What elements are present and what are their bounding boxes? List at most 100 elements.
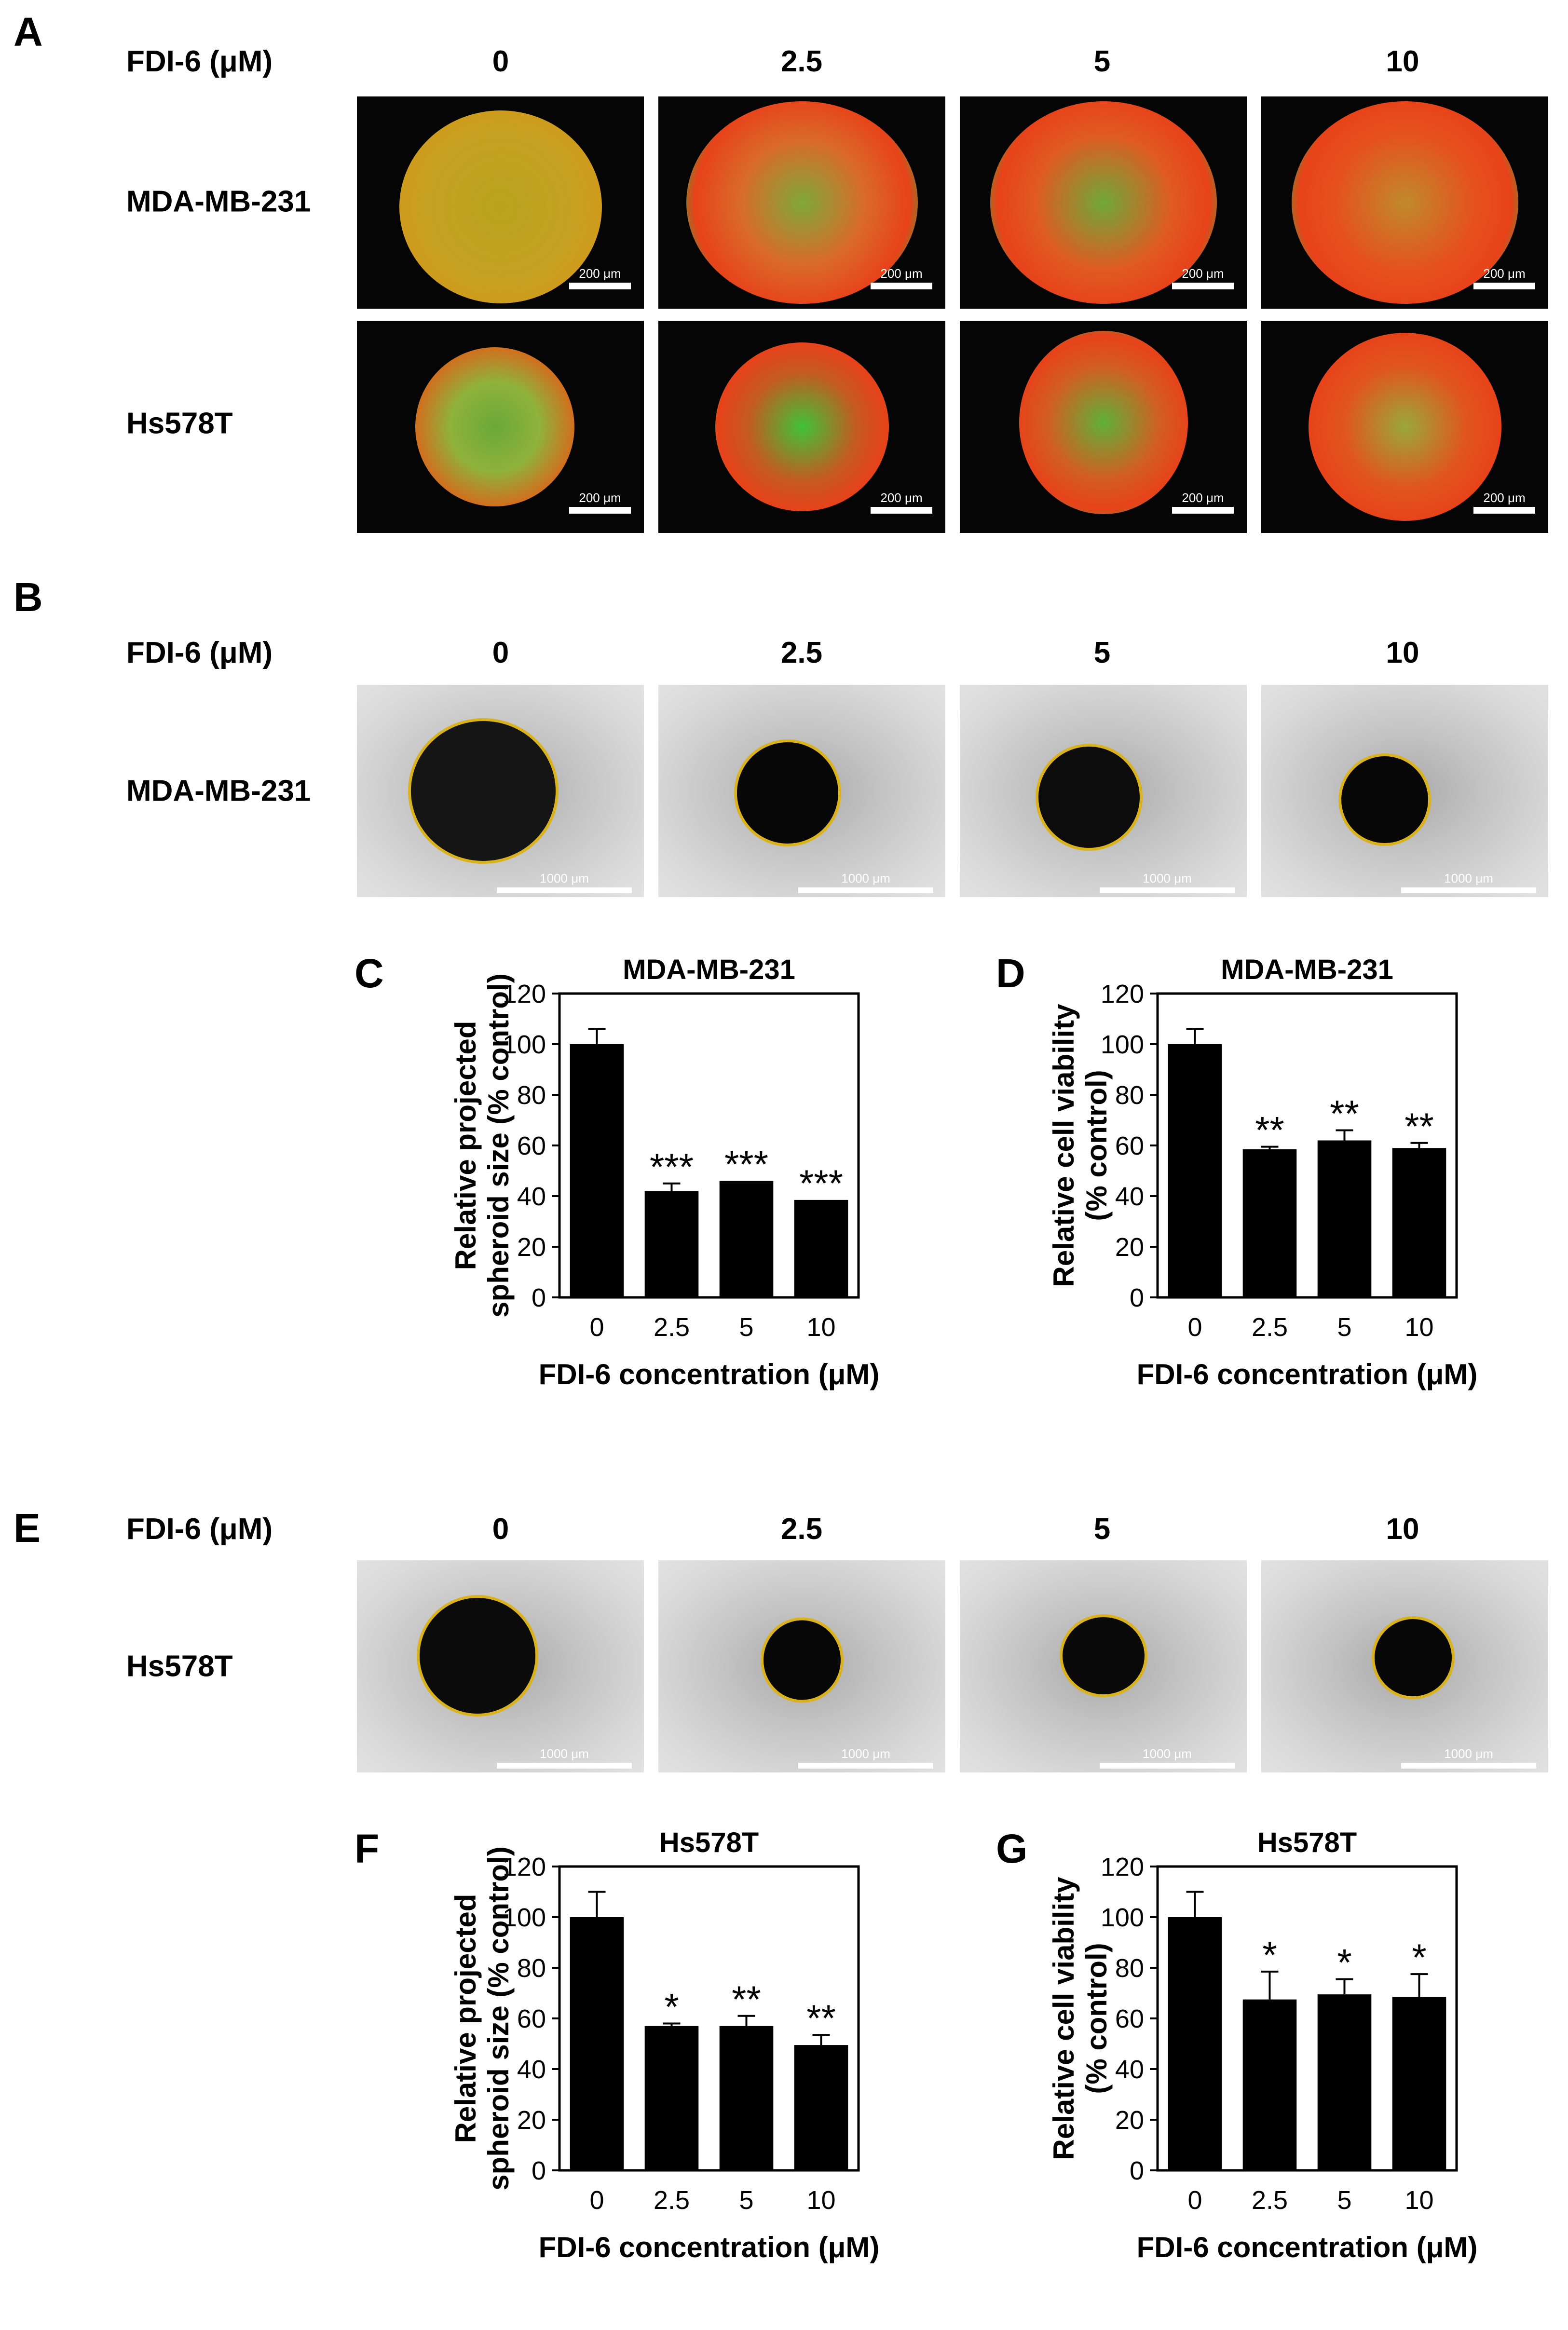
y-tick-label: 60 [1115,1131,1144,1160]
significance-label: ** [806,1997,836,2039]
scale-bar-label: 1000 μm [1143,871,1192,886]
conc-header-a-1: 2.5 [780,45,823,78]
x-tick-label: 2.5 [1252,2186,1288,2215]
conc-header-b-0: 0 [492,636,509,669]
bar-chart-c: MDA-MB-231 0 20 40 60 80 100 120 0 *** 2.5 *** 5 *** 1… [450,954,880,1390]
panel-letter-g: G [996,1826,1028,1871]
scale-bar [798,887,933,893]
fluorescence-image-hs-0: 200 μm [357,321,644,533]
bar [1392,1997,1446,2170]
scale-bar [1401,887,1536,893]
conc-header-a-2: 5 [1093,45,1111,78]
y-tick-label: 100 [1101,1030,1144,1059]
brightfield-image-hs-3: 1000 μm [1261,1560,1548,1772]
conc-header-a-3: 10 [1386,45,1419,78]
x-tick-label: 2.5 [1252,1313,1288,1342]
y-axis-label-line: (% control) [1080,1070,1113,1221]
bar [644,1191,699,1297]
x-tick-label: 10 [1404,1313,1433,1342]
scale-bar-label: 200 μm [579,491,621,505]
chart-title: MDA-MB-231 [1221,954,1393,985]
row-label-hs-a: Hs578T [126,407,233,440]
significance-label: ** [1255,1109,1284,1151]
significance-label: * [1337,1941,1351,1984]
fluorescence-image-mda-1: 200 μm [658,96,945,309]
scale-bar-label: 200 μm [1483,266,1526,281]
significance-label: *** [650,1145,694,1188]
y-tick-label: 120 [1101,980,1144,1008]
scale-bar-label: 200 μm [880,266,923,281]
y-tick-label: 40 [517,1182,546,1211]
conc-header-e-3: 10 [1386,1512,1419,1546]
bar [794,1199,848,1297]
significance-label: ** [1404,1105,1434,1147]
y-tick-label: 120 [503,1853,546,1881]
x-axis-label: FDI-6 concentration (μM) [539,1358,880,1390]
conc-header-e-1: 2.5 [780,1512,823,1546]
scale-bar [497,1763,632,1769]
y-tick-label: 100 [503,1903,546,1932]
brightfield-image-hs-2: 1000 μm [960,1560,1247,1772]
x-tick-label: 0 [589,2186,604,2215]
significance-label: *** [799,1162,843,1204]
brightfield-image-mda-0: 1000 μm [357,685,644,897]
scale-bar-label: 200 μm [579,266,621,281]
conc-header-b-1: 2.5 [780,636,823,669]
scale-bar [1401,1763,1536,1769]
scale-bar [1100,1763,1235,1769]
row-label-hs-e: Hs578T [126,1649,233,1683]
significance-label: ** [1330,1092,1359,1135]
bar [1242,1149,1297,1297]
y-tick-label: 40 [1115,2055,1144,2084]
y-tick-label: 0 [1130,2156,1144,2185]
bar [1392,1148,1446,1297]
y-tick-label: 0 [532,2156,546,2185]
y-tick-label: 20 [1115,2106,1144,2135]
y-tick-label: 120 [503,980,546,1008]
panel-letter-c: C [355,951,384,996]
conc-header-b-2: 5 [1093,636,1111,669]
x-tick-label: 5 [739,1313,753,1342]
bar [719,2026,774,2170]
y-axis-label-line: spheroid size (% control) [482,1846,515,2190]
x-tick-label: 0 [1187,1313,1202,1342]
bar [570,1044,624,1297]
y-tick-label: 20 [517,2106,546,2135]
x-tick-label: 10 [806,2186,835,2215]
x-tick-label: 5 [739,2186,753,2215]
brightfield-image-hs-0: 1000 μm [357,1560,644,1772]
bar-chart-g: Hs578T 0 20 40 60 80 100 120 0 * 2.5 * 5 * 10 FDI-6 con… [1048,1827,1477,2263]
bar [1168,1917,1222,2170]
y-axis-label-line: Relative projected [450,1894,482,2143]
bar [1242,1999,1297,2170]
x-tick-label: 5 [1337,1313,1351,1342]
y-axis-label: Relative projected spheroid size (% contr… [450,973,515,1317]
scale-bar-label: 1000 μm [841,1746,890,1761]
panel-letter-a: A [14,9,43,55]
scale-bar-label: 1000 μm [1444,1746,1493,1761]
plot-frame [558,992,860,1299]
fdi-label-a: FDI-6 (μM) [126,45,273,78]
x-tick-label: 5 [1337,2186,1351,2215]
y-axis-label-line: Relative projected [450,1021,482,1270]
plot-frame [1156,1865,1458,2172]
bar [1317,1140,1372,1297]
y-axis-label-line: spheroid size (% control) [482,973,515,1317]
x-tick-label: 2.5 [654,1313,690,1342]
fluorescence-image-mda-2: 200 μm [960,96,1247,309]
fluorescence-image-hs-2: 200 μm [960,321,1247,533]
brightfield-image-mda-3: 1000 μm [1261,685,1548,897]
panel-letter-d: D [996,951,1025,996]
fdi-label-b: FDI-6 (μM) [126,636,273,669]
scale-bar [569,283,631,289]
fluorescence-image-mda-0: 200 μm [357,96,644,309]
panel-letter-f: F [355,1826,380,1871]
conc-header-b-3: 10 [1386,636,1419,669]
fluorescence-image-hs-3: 200 μm [1261,321,1548,533]
conc-header-e-0: 0 [492,1512,509,1546]
bar [1168,1044,1222,1297]
row-label-mda-b: MDA-MB-231 [126,774,311,808]
x-axis-label: FDI-6 concentration (μM) [1137,1358,1478,1390]
scale-bar-label: 200 μm [880,491,923,505]
conc-header-a-0: 0 [492,45,509,78]
